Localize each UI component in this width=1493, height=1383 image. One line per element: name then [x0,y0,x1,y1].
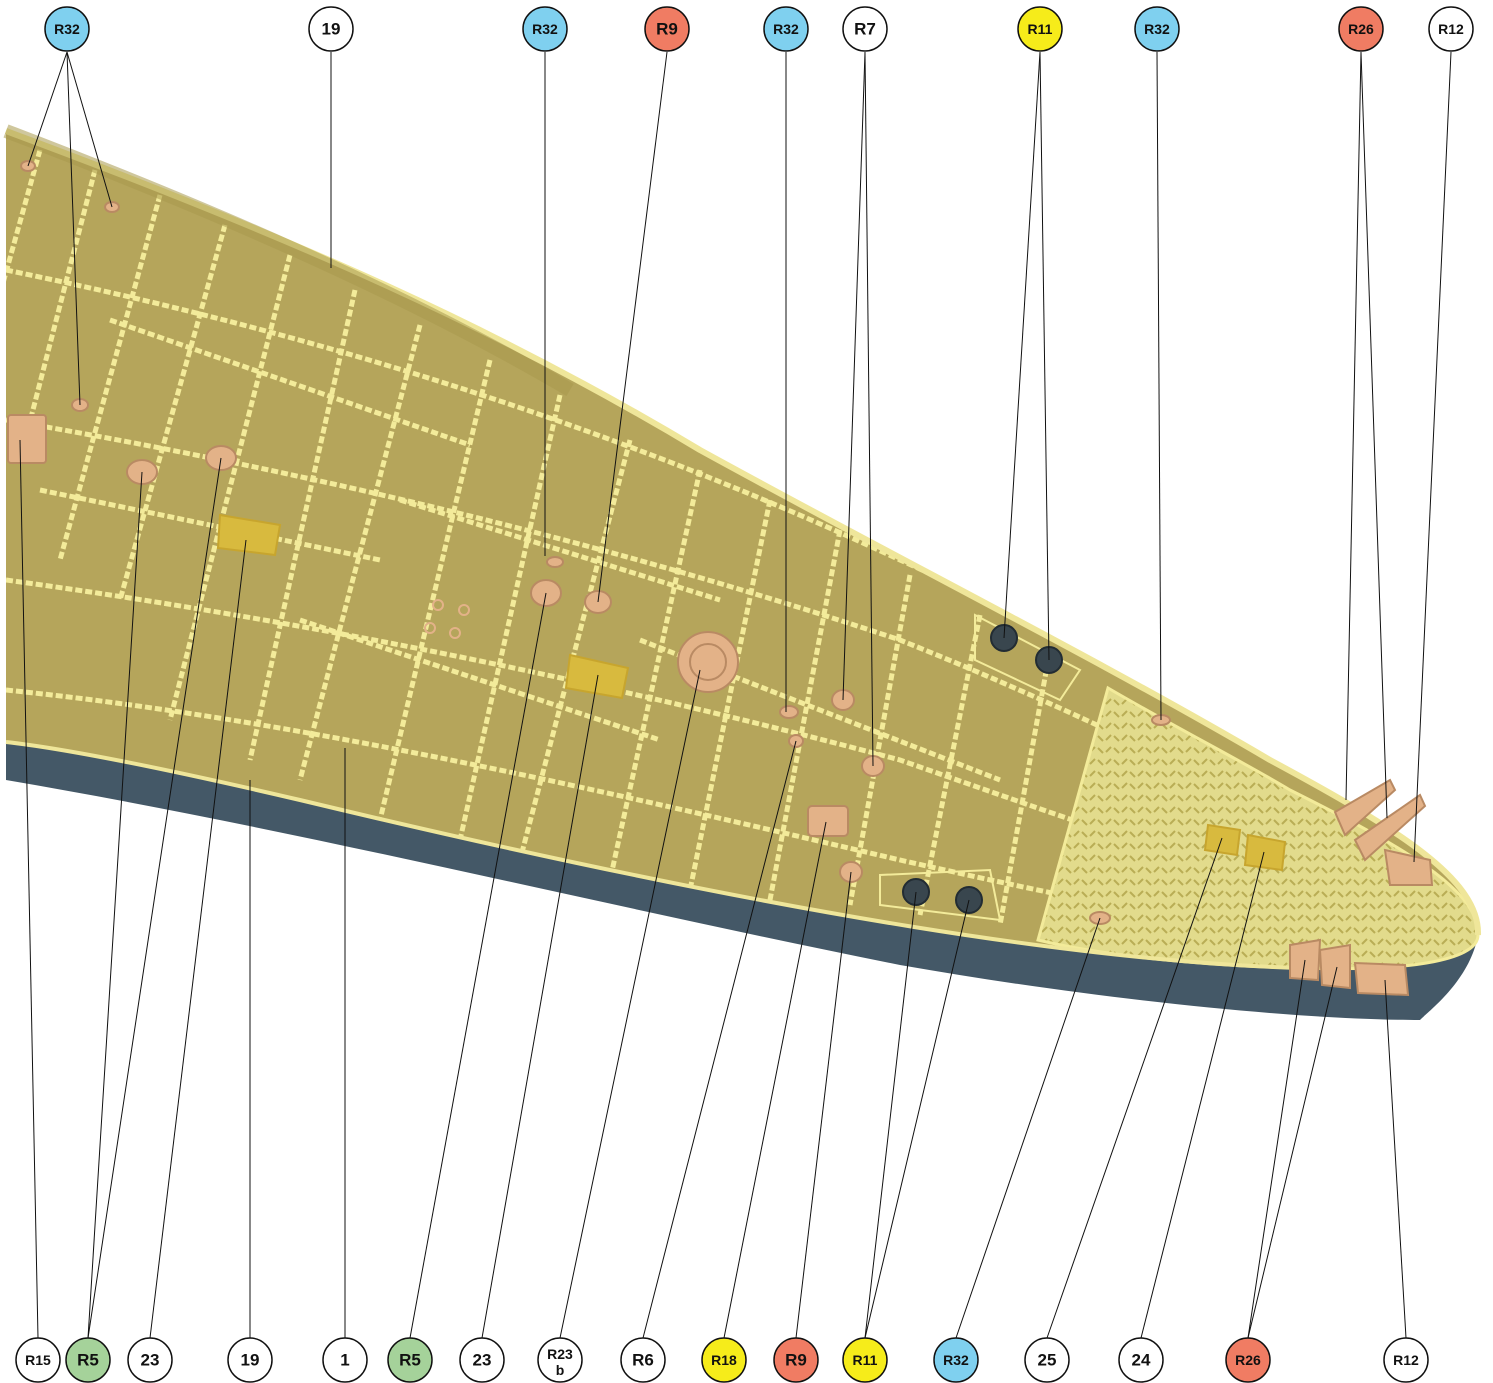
bottom-callout-circle [322,1337,368,1383]
bottom-callout-label: R9 [785,1351,807,1370]
bottom-callout-circle [1118,1337,1164,1383]
top-callout-label: 19 [322,20,341,39]
top-callout-circle [1428,6,1474,52]
bottom-callout-label: R23 [547,1346,573,1362]
top-callout-7: R11 [1017,6,1063,52]
top-callout-2: 19 [308,6,354,52]
bottom-callout-3: 23 [127,1337,173,1383]
bottom-callout-15: 24 [1118,1337,1164,1383]
bollard-enclosure-lower [879,868,1002,922]
top-callout-3: R32 [522,6,568,52]
bottom-callout-circle [537,1337,583,1383]
bottom-callout-label: R11 [853,1352,878,1368]
bottom-callout-17: R12 [1383,1337,1429,1383]
bottom-callout-circle [15,1337,61,1383]
bottom-callout-5: 1 [322,1337,368,1383]
top-callout-1: R32 [44,6,90,52]
top-callout-circle [763,6,809,52]
top-callout-5: R32 [763,6,809,52]
top-callout-label: R32 [54,21,80,37]
deck-fittings [7,160,1434,997]
top-callout-4: R9 [644,6,690,52]
top-callout-label: R32 [532,21,558,37]
bottom-callout-12: R11 [842,1337,888,1383]
bottom-callout-4: 19 [227,1337,273,1383]
top-callout-10: R12 [1428,6,1474,52]
bottom-callout-11: R9 [773,1337,819,1383]
bottom-callout-label: R15 [25,1352,51,1368]
bottom-callout-9: R6 [620,1337,666,1383]
bottom-callout-label: R18 [711,1352,737,1368]
bottom-callout-6: R5 [387,1337,433,1383]
top-callout-9: R26 [1338,6,1384,52]
bottom-callout-circle [387,1337,433,1383]
bottom-callout-label: 25 [1038,1351,1057,1370]
forecastle-tread-plate [1036,685,1480,971]
bottom-callout-label: 1 [340,1351,349,1370]
bottom-callout-label: 24 [1132,1351,1151,1370]
bottom-callout-label: R32 [943,1352,969,1368]
top-callout-label: R9 [656,20,678,39]
bottom-callout-13: R32 [933,1337,979,1383]
bottom-callout-7: 23 [459,1337,505,1383]
bottom-callout-1: R15 [15,1337,61,1383]
top-callout-circle [1017,6,1063,52]
bottom-callout-2: R5 [65,1337,111,1383]
side-deck-edge [5,740,1301,970]
bottom-callout-label: 19 [241,1351,260,1370]
deck-hatches [216,513,1287,872]
vent-openings [424,599,470,639]
top-callout-circle [644,6,690,52]
bottom-callout-circle [842,1337,888,1383]
bottom-callout-circle [620,1337,666,1383]
leader-lines [19,51,1452,1339]
bottom-callout-circle [773,1337,819,1383]
top-callout-label: R32 [773,21,799,37]
bottom-callout-16: R26 [1225,1337,1271,1383]
top-callout-label: R11 [1028,21,1053,37]
bottom-callout-circle [701,1337,747,1383]
top-callout-label: R32 [1144,21,1170,37]
bottom-callout-label: R26 [1235,1352,1261,1368]
bottom-callout-circle [1225,1337,1271,1383]
top-callout-circle [1338,6,1384,52]
bottom-callout-label: 23 [473,1351,492,1370]
top-callout-circle [308,6,354,52]
bottom-callout-sublabel: b [556,1362,565,1378]
top-callout-row: R32 19 R32 R9 R32 R7 R11 R32 R26 R12 [44,6,1474,52]
bottom-callout-label: R5 [77,1351,99,1370]
bottom-callout-label: R12 [1393,1352,1419,1368]
bottom-callout-circle [459,1337,505,1383]
bottom-callout-circle [933,1337,979,1383]
bottom-callout-label: R5 [399,1351,421,1370]
bulwark-strip [3,124,574,397]
top-callout-8: R32 [1134,6,1180,52]
bottom-callout-circle [227,1337,273,1383]
bottom-callout-circle [65,1337,111,1383]
bottom-callout-label: R6 [632,1351,654,1370]
bottom-callout-circle [1024,1337,1070,1383]
bottom-callout-circle [127,1337,173,1383]
top-callout-label: R26 [1348,21,1374,37]
top-callout-circle [1134,6,1180,52]
top-callout-6: R7 [842,6,888,52]
bottom-callout-14: 25 [1024,1337,1070,1383]
top-callout-circle [44,6,90,52]
top-callout-circle [522,6,568,52]
top-callout-circle [842,6,888,52]
bottom-callout-circle [1383,1337,1429,1383]
bottom-callout-10: R18 [701,1337,747,1383]
top-callout-label: R7 [854,20,876,39]
top-callout-label: R12 [1438,21,1464,37]
bottom-callout-label: 23 [141,1351,160,1370]
